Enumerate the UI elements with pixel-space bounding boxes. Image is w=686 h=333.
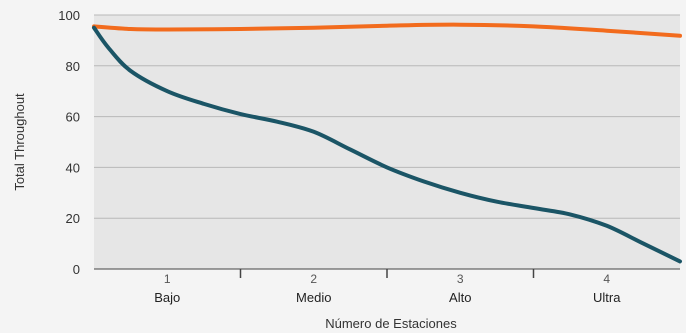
y-tick-label: 40 (66, 160, 80, 175)
x-tick-category: Alto (449, 290, 471, 305)
series-group (92, 22, 682, 264)
gridlines (94, 14, 680, 219)
x-tick-number: 4 (603, 272, 610, 286)
y-tick-label: 0 (73, 262, 80, 277)
x-tick-category: Medio (296, 290, 331, 305)
x-tick-number: 2 (310, 272, 317, 286)
plot-area (94, 15, 680, 269)
y-tick-label: 20 (66, 211, 80, 226)
x-tick-number: 1 (164, 272, 171, 286)
axes: 100 80 60 40 20 0 1 Bajo 2 Medio 3 Alto 4 Ultra (58, 8, 680, 305)
x-tick-category: Bajo (154, 290, 180, 305)
x-tick-category: Ultra (593, 290, 621, 305)
y-axis-title: Total Throughout (12, 93, 27, 191)
y-tick-label: 100 (58, 8, 80, 23)
x-axis-title: Número de Estaciones (325, 316, 457, 331)
x-tick-number: 3 (457, 272, 464, 286)
series-line-1 (92, 22, 682, 38)
y-tick-label: 60 (66, 110, 80, 125)
series-line-2 (92, 25, 682, 264)
y-tick-label: 80 (66, 59, 80, 74)
